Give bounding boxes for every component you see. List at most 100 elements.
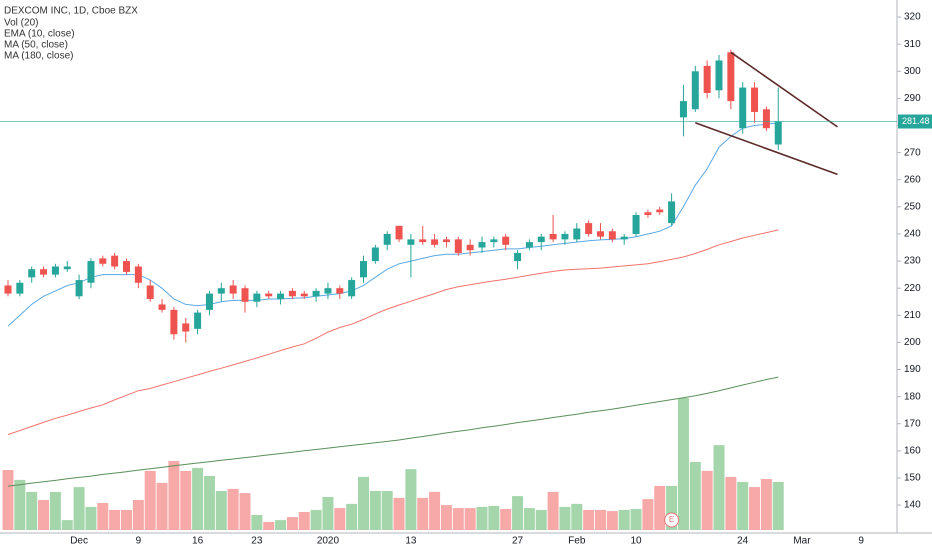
last-price-box — [898, 114, 932, 129]
volume-bar — [476, 506, 488, 530]
volume-bar — [606, 511, 618, 530]
candle-body — [360, 261, 367, 278]
x-tick-label: 24 — [737, 536, 749, 547]
candle-body — [608, 231, 616, 240]
candle-body — [336, 288, 344, 294]
y-tick-label: 250 — [904, 201, 921, 212]
x-tick-label: 2020 — [317, 536, 340, 547]
volume-bar — [132, 500, 144, 530]
y-tick-label: 170 — [904, 418, 921, 429]
candle-body — [419, 239, 427, 243]
volume-bar — [571, 503, 583, 530]
volume-bar — [677, 398, 689, 530]
volume-bar — [215, 491, 227, 530]
volume-bar — [334, 508, 346, 530]
indicator-label: MA (50, close) — [4, 40, 68, 51]
candle-body — [99, 258, 107, 264]
y-tick-label: 320 — [904, 12, 921, 23]
candle-body — [454, 239, 462, 253]
volume-bar — [286, 517, 298, 530]
y-tick-label: 150 — [904, 473, 921, 484]
volume-bar — [346, 503, 358, 530]
x-tick-label: 23 — [251, 536, 263, 547]
volume-bar — [61, 520, 73, 530]
candle-body — [727, 52, 735, 102]
candle-body — [407, 239, 415, 245]
volume-bar — [440, 505, 452, 530]
candle-body — [134, 266, 142, 283]
candle-body — [253, 293, 261, 302]
candle-body — [371, 247, 379, 262]
candle-body — [525, 242, 533, 248]
indicator-label: MA (180, close) — [4, 51, 73, 62]
volume-bar — [322, 497, 334, 530]
indicator-label: EMA (10, close) — [4, 29, 75, 40]
candle-body — [383, 233, 391, 245]
candle-body — [300, 293, 308, 297]
candle-body — [28, 269, 36, 278]
candle-body — [585, 223, 593, 234]
y-tick-label: 210 — [904, 310, 921, 321]
candle-body — [739, 87, 747, 129]
candle-body — [324, 288, 332, 294]
y-tick-label: 200 — [904, 337, 921, 348]
volume-bar — [381, 491, 393, 530]
candle-body — [478, 242, 486, 248]
x-tick-label: 13 — [405, 536, 417, 547]
x-tick-label: 16 — [192, 536, 204, 547]
candle-body — [561, 233, 569, 240]
volume-bar — [2, 470, 14, 530]
y-tick-label: 240 — [904, 229, 921, 240]
y-tick-label: 140 — [904, 500, 921, 511]
volume-bar — [168, 461, 180, 530]
candle-body — [668, 201, 676, 224]
volume-bar — [547, 491, 559, 530]
candle-body — [679, 101, 687, 118]
volume-bar — [523, 508, 535, 530]
candle-body — [123, 261, 130, 272]
y-tick-label: 230 — [904, 256, 921, 267]
x-tick-label: 9 — [136, 536, 142, 547]
y-tick-label: 310 — [904, 39, 921, 50]
volume-bar — [26, 491, 38, 530]
candle-body — [241, 288, 249, 302]
candle-body — [63, 266, 71, 270]
volume-bar — [595, 509, 606, 530]
candle-body — [632, 214, 640, 234]
volume-bar — [180, 470, 192, 530]
volume-bar — [14, 479, 26, 530]
volume-bar — [97, 503, 109, 530]
candle-body — [217, 288, 225, 294]
volume-bar — [689, 461, 701, 530]
candle-body — [182, 323, 190, 332]
legend: DEXCOM INC, 1D, Cboe BZX Vol (20) EMA (1… — [4, 6, 138, 62]
event-label: E — [669, 515, 674, 524]
volume-bar — [642, 499, 654, 530]
volume-bar — [121, 509, 132, 530]
candle-body — [265, 293, 273, 297]
volume-bar — [298, 512, 310, 530]
candle-body — [514, 252, 522, 262]
volume-bar — [429, 491, 441, 530]
volume-bar — [38, 500, 50, 530]
volume-bar — [73, 487, 85, 530]
candle-body — [194, 312, 202, 329]
volume-bar — [500, 509, 512, 530]
candle-body — [597, 231, 604, 237]
volume-bar — [251, 515, 263, 530]
y-tick-label: 160 — [904, 445, 921, 456]
volume-bar — [737, 482, 749, 530]
volume-bar — [772, 482, 784, 530]
volume-bar — [192, 467, 204, 530]
chart-title: DEXCOM INC, 1D, Cboe BZX — [4, 6, 138, 17]
volume-bar — [666, 485, 678, 530]
y-tick-label: 180 — [904, 391, 921, 402]
volume-bar — [654, 485, 666, 530]
last-price-label: 281.48 — [902, 116, 930, 126]
volume-bar — [452, 508, 464, 530]
y-tick-label: 300 — [904, 66, 921, 77]
candle-body — [170, 309, 178, 335]
candle-body — [87, 261, 95, 283]
volume-bar — [275, 520, 287, 530]
